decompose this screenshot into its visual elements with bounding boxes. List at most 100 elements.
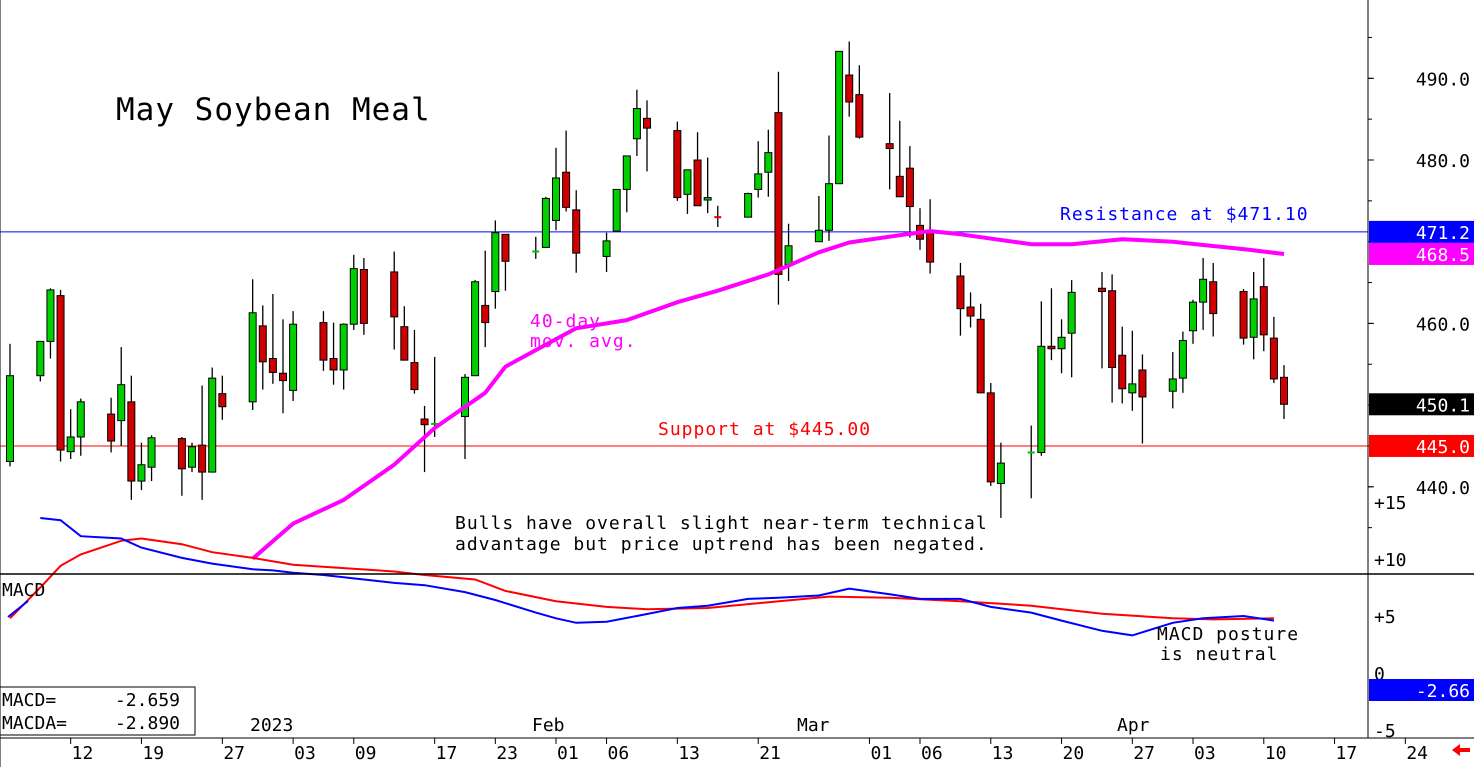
candlestick xyxy=(986,383,995,486)
candlestick xyxy=(208,367,217,473)
candlestick xyxy=(66,409,75,460)
x-day-label: 17 xyxy=(1336,743,1358,764)
candlestick xyxy=(471,280,480,377)
candles xyxy=(6,41,1288,518)
moving-average-line xyxy=(251,229,1285,561)
candle-body xyxy=(966,306,975,317)
candle-body xyxy=(976,318,985,394)
x-day-label: 13 xyxy=(678,743,700,764)
candlestick xyxy=(46,288,55,359)
candle-body xyxy=(764,152,773,173)
candlestick xyxy=(1057,319,1066,374)
x-day-label: 12 xyxy=(72,743,94,764)
candlestick xyxy=(845,41,854,117)
candle-body xyxy=(1067,291,1076,334)
macda-line xyxy=(9,537,1274,621)
candle-body xyxy=(1280,376,1288,405)
macd-tick-label: +10 xyxy=(1374,550,1407,571)
candlestick xyxy=(1178,331,1187,393)
candlestick xyxy=(491,220,500,309)
candle-body xyxy=(825,183,833,231)
support-label: Support at $445.00 xyxy=(658,419,871,440)
price-tick-label: 460.0 xyxy=(1416,314,1470,335)
x-day-label: 06 xyxy=(608,743,630,764)
candle-body xyxy=(602,240,611,257)
candlestick xyxy=(1168,351,1177,409)
candlestick xyxy=(56,289,65,462)
candlestick xyxy=(764,129,773,197)
x-day-label: 20 xyxy=(1063,743,1085,764)
price-tag-box xyxy=(1369,242,1474,265)
candle-body xyxy=(491,232,500,293)
commentary-line2: advantage but price uptrend has been neg… xyxy=(455,534,988,555)
scroll-arrow-icon[interactable] xyxy=(1452,744,1470,756)
price-tag-text: 450.1 xyxy=(1416,395,1470,416)
macd-tick-label: 0 xyxy=(1374,664,1385,685)
candle-body xyxy=(643,117,651,129)
candle-body xyxy=(683,169,692,195)
candlestick xyxy=(693,132,702,207)
macd-legend-swatch xyxy=(7,600,29,618)
candle-body xyxy=(329,358,338,371)
price-tag: 450.1 xyxy=(1369,393,1474,416)
candlestick xyxy=(532,236,540,259)
candle-body xyxy=(400,326,409,361)
x-day-label: 10 xyxy=(1265,743,1287,764)
candlestick xyxy=(632,89,641,156)
candlestick xyxy=(461,374,469,460)
candlestick xyxy=(279,319,287,414)
candle-body xyxy=(1098,287,1106,293)
x-day-label: 27 xyxy=(1133,743,1155,764)
candle-body xyxy=(1259,286,1268,336)
candle-body xyxy=(693,159,702,207)
candlestick xyxy=(572,190,581,273)
macd-tick-label: -5 xyxy=(1374,721,1396,742)
candle-body xyxy=(147,437,156,468)
candle-body xyxy=(279,372,287,382)
candle-body xyxy=(1037,345,1046,453)
candlestick xyxy=(541,196,550,248)
candlestick xyxy=(622,155,631,213)
candle-body xyxy=(177,438,186,470)
candlestick xyxy=(1280,365,1288,419)
candle-body xyxy=(6,375,14,462)
price-tick-label: 490.0 xyxy=(1416,69,1470,90)
price-tag-text: 468.5 xyxy=(1416,245,1470,266)
price-tag: -2.66 xyxy=(1369,679,1474,702)
candle-body xyxy=(127,401,136,482)
price-tags: 471.2 445.0 468.5 450.1 -2.66 xyxy=(1369,220,1474,702)
candle-body xyxy=(612,188,621,232)
candle-body xyxy=(188,446,196,468)
candlestick xyxy=(673,121,682,201)
macda-readout-label: MACDA= xyxy=(2,713,67,734)
x-day-label: 03 xyxy=(1194,743,1216,764)
candlestick xyxy=(996,442,1005,518)
candlestick xyxy=(814,195,823,243)
candle-body xyxy=(562,171,571,208)
chart-title: May Soybean Meal xyxy=(116,92,431,128)
candle-body xyxy=(541,197,550,248)
macd-line xyxy=(40,517,1275,637)
candlestick xyxy=(76,398,85,456)
candlestick xyxy=(1249,271,1258,360)
candlestick xyxy=(835,50,844,185)
candle-body xyxy=(1178,340,1187,379)
candlestick xyxy=(956,262,965,336)
candle-body xyxy=(390,271,399,318)
price-tag: 445.0 xyxy=(1369,434,1474,458)
candle-body xyxy=(56,295,65,451)
candlestick xyxy=(268,293,277,384)
candlestick xyxy=(1037,301,1046,456)
candlestick xyxy=(966,292,975,328)
x-day-label: 09 xyxy=(355,743,377,764)
candlestick xyxy=(1209,262,1218,337)
candlestick xyxy=(1098,271,1106,369)
macd-commentary-line1: MACD posture xyxy=(1157,624,1299,645)
price-tick-label: 440.0 xyxy=(1416,478,1470,499)
candlestick xyxy=(349,254,358,330)
x-month-label: Mar xyxy=(797,715,830,736)
candle-body xyxy=(258,325,267,363)
candlestick xyxy=(390,251,399,350)
